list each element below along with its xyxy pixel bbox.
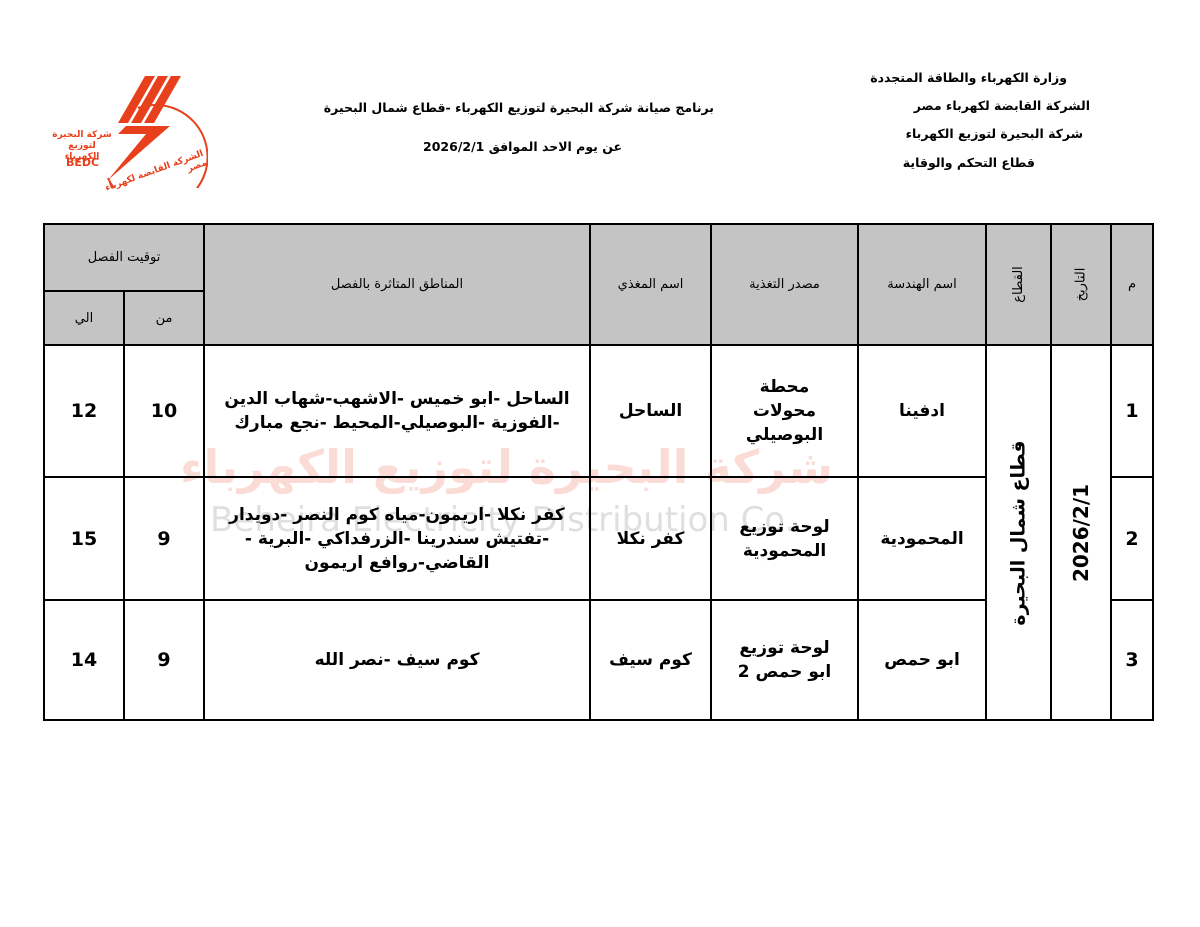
header-feeder: اسم المغذي (589, 223, 712, 346)
bedc-logo: شركة البحيرة لتوزيع الكهرباء BEDC الشركة… (48, 68, 209, 210)
holding-company-line: الشركة القابضة لكهرباء مصر (913, 98, 1090, 113)
sector-value: قطاع شمال البحيرة (1007, 439, 1030, 626)
logo-company-name: شركة البحيرة لتوزيع الكهرباء (52, 130, 112, 162)
header-time: توقيت الفصل (43, 223, 205, 292)
row-3-engineering: ابو حمص (857, 599, 987, 721)
row-2-engineering: المحمودية (857, 476, 987, 601)
date-cell: 2026/2/1 (1050, 344, 1112, 721)
row-3-from: 9 (123, 599, 205, 721)
row-2-feeder: كفر نكلا (589, 476, 712, 601)
row-3-feeder: كوم سيف (589, 599, 712, 721)
row-3-areas: كوم سيف -نصر الله (203, 599, 591, 721)
row-1-index: 1 (1110, 344, 1154, 478)
row-2-to: 15 (43, 476, 125, 601)
row-2-source: لوحة توزيع المحمودية (710, 476, 859, 601)
row-3-to: 14 (43, 599, 125, 721)
logo-abbr: BEDC (66, 156, 100, 169)
header-sector-label: القطاع (1011, 266, 1026, 303)
row-3-index: 3 (1110, 599, 1154, 721)
header-date-label: التاريخ (1073, 267, 1089, 302)
row-2-areas: كفر نكلا -اريمون-مياه كوم النصر -دويدار … (203, 476, 591, 601)
ministry-line: وزارة الكهرباء والطاقة المتجددة (870, 70, 1067, 85)
date-value: 2026/2/1 (1068, 483, 1093, 582)
row-1-from: 10 (123, 344, 205, 478)
lightning-logo-icon (107, 76, 209, 210)
header-index: م (1110, 223, 1154, 346)
row-1-source: محطة محولات البوصيلي (710, 344, 859, 478)
row-2-index: 2 (1110, 476, 1154, 601)
header-from: من (123, 290, 205, 346)
row-1-to: 12 (43, 344, 125, 478)
header-engineering: اسم الهندسة (857, 223, 987, 346)
sector-cell: قطاع شمال البحيرة (985, 344, 1052, 721)
document-date-line: عن يوم الاحد الموافق 2026/2/1 (423, 139, 622, 154)
header-source: مصدر التغذية (710, 223, 859, 346)
row-2-from: 9 (123, 476, 205, 601)
row-1-feeder: الساحل (589, 344, 712, 478)
row-1-engineering: ادفينا (857, 344, 987, 478)
document-title: برنامج صيانة شركة البحيرة لتوزيع الكهربا… (323, 100, 714, 115)
header-areas: المناطق المتاثرة بالفصل (203, 223, 591, 346)
row-3-source: لوحة توزيع ابو حمص 2 (710, 599, 859, 721)
header-to: الي (43, 290, 125, 346)
header-sector: القطاع (985, 223, 1052, 346)
row-1-areas: الساحل -ابو خميس -الاشهب-شهاب الدين -الف… (203, 344, 591, 478)
department-line: قطاع التحكم والوقاية (902, 155, 1035, 170)
header-date: التاريخ (1050, 223, 1112, 346)
company-line: شركة البحيرة لتوزيع الكهرباء (905, 126, 1083, 141)
